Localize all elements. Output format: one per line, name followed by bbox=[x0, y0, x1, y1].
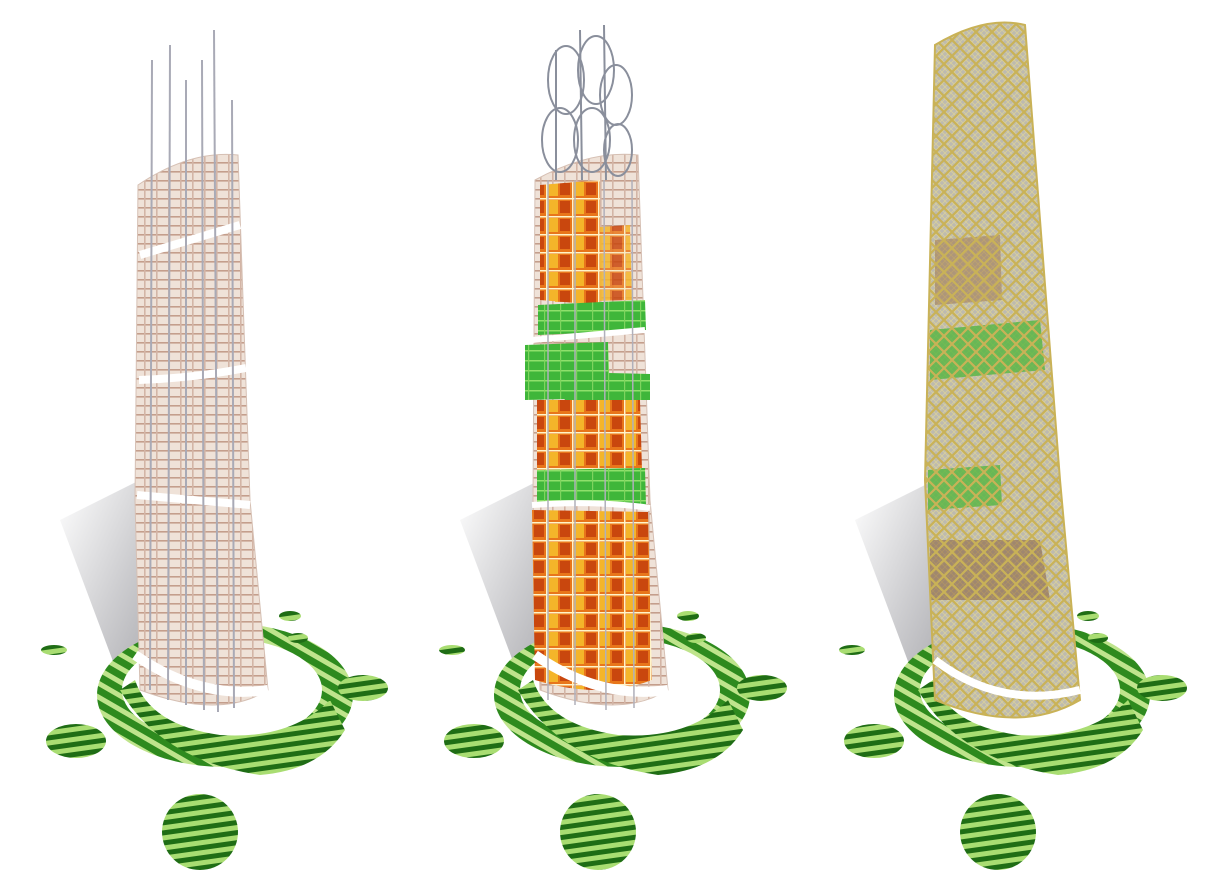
plaza-hole bbox=[737, 675, 787, 701]
lattice-diagrid bbox=[923, 21, 1082, 719]
rooftop-turbines bbox=[541, 24, 633, 181]
plaza-hole bbox=[439, 645, 465, 655]
plaza-hole bbox=[1077, 611, 1099, 621]
plaza-hole bbox=[288, 633, 308, 643]
sky-garden bbox=[565, 372, 650, 400]
plaza-hole bbox=[677, 611, 699, 621]
tower-panel-lattice-skin bbox=[839, 21, 1187, 870]
program-module-commercial bbox=[532, 510, 652, 690]
plaza-hole bbox=[41, 645, 67, 655]
tower-shadow bbox=[460, 480, 548, 680]
tower-panel-program-modules bbox=[439, 24, 787, 870]
plaza-hole bbox=[46, 724, 106, 758]
tower-panel-structural-frame bbox=[41, 29, 388, 870]
plaza-hole bbox=[839, 645, 865, 655]
plaza-hole bbox=[1088, 633, 1108, 643]
plaza-hole bbox=[844, 724, 904, 758]
plaza-hole bbox=[560, 794, 636, 870]
plaza-hole bbox=[279, 611, 301, 621]
plaza-hole bbox=[162, 794, 238, 870]
plaza-hole bbox=[960, 794, 1036, 870]
structural-masts bbox=[149, 29, 235, 713]
program-module-residential bbox=[555, 225, 632, 302]
plaza-hole bbox=[686, 633, 706, 643]
tower-shadow bbox=[855, 480, 942, 680]
plaza-hole bbox=[1137, 675, 1187, 701]
tower-shadow bbox=[60, 480, 150, 680]
sky-garden bbox=[538, 300, 646, 335]
plaza-hole bbox=[444, 724, 504, 758]
program-module-office bbox=[537, 400, 642, 470]
sky-garden bbox=[537, 468, 646, 505]
plaza-hole bbox=[338, 675, 388, 701]
